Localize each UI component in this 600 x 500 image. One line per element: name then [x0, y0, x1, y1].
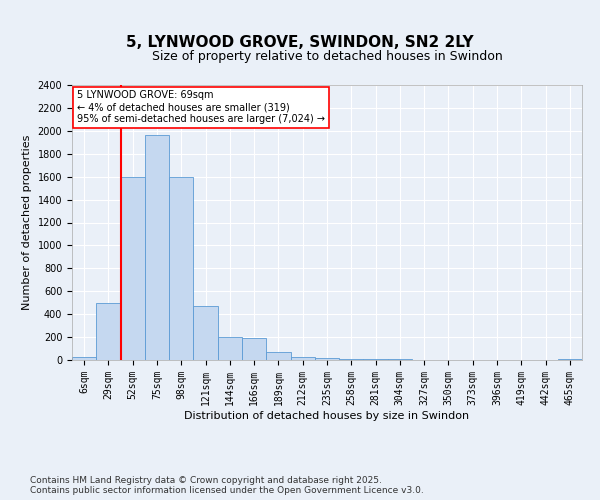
Bar — [193, 306, 218, 360]
Text: 5, LYNWOOD GROVE, SWINDON, SN2 2LY: 5, LYNWOOD GROVE, SWINDON, SN2 2LY — [126, 35, 474, 50]
Bar — [72, 356, 96, 360]
Bar — [169, 176, 193, 360]
Text: Contains HM Land Registry data © Crown copyright and database right 2025.
Contai: Contains HM Land Registry data © Crown c… — [30, 476, 424, 495]
Bar — [266, 352, 290, 360]
Bar — [218, 337, 242, 360]
Text: 5 LYNWOOD GROVE: 69sqm
← 4% of detached houses are smaller (319)
95% of semi-det: 5 LYNWOOD GROVE: 69sqm ← 4% of detached … — [77, 90, 325, 124]
Bar — [364, 359, 388, 360]
Y-axis label: Number of detached properties: Number of detached properties — [22, 135, 32, 310]
Bar — [242, 338, 266, 360]
Bar — [96, 302, 121, 360]
Title: Size of property relative to detached houses in Swindon: Size of property relative to detached ho… — [152, 50, 502, 63]
X-axis label: Distribution of detached houses by size in Swindon: Distribution of detached houses by size … — [184, 410, 470, 420]
Bar — [290, 357, 315, 360]
Bar — [121, 176, 145, 360]
Bar — [315, 358, 339, 360]
Bar — [339, 359, 364, 360]
Bar — [558, 359, 582, 360]
Bar — [145, 136, 169, 360]
